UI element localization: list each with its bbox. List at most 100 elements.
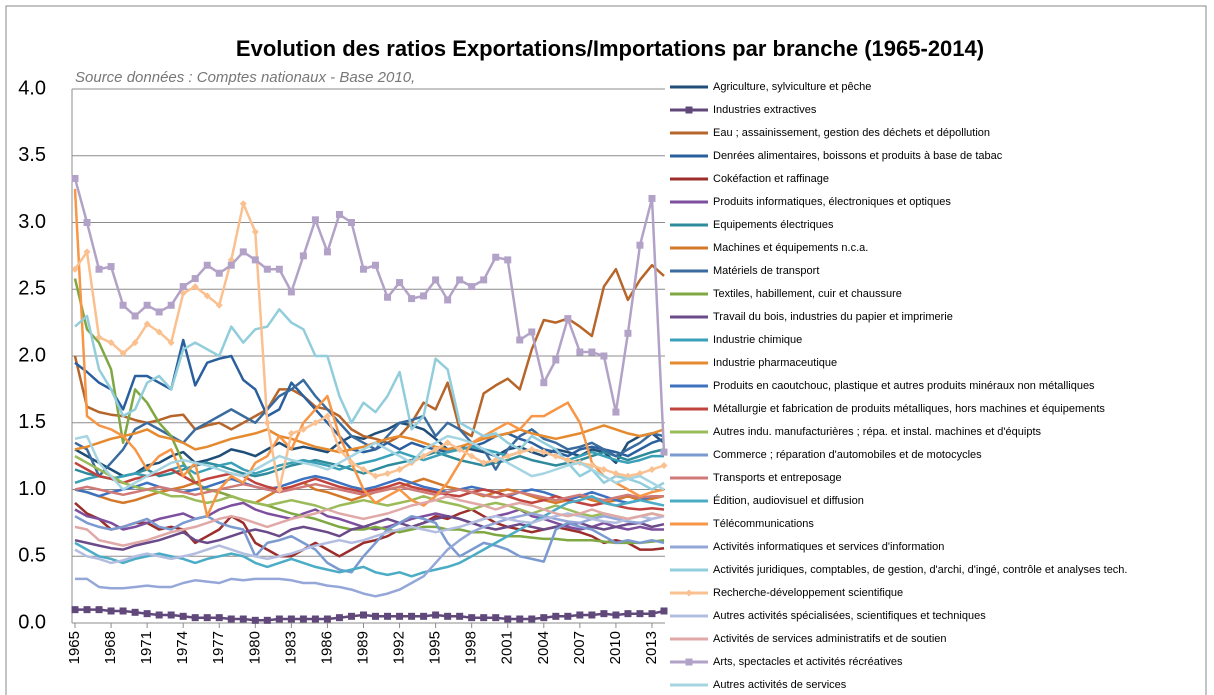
point-marker — [143, 301, 151, 309]
point-marker — [167, 301, 175, 309]
y-tick-label: 0.0 — [18, 611, 46, 633]
point-marker — [203, 292, 211, 300]
point-marker — [480, 276, 488, 284]
point-marker — [685, 658, 693, 666]
point-marker — [420, 452, 428, 460]
legend-label: Textiles, habillement, cuir et chaussure — [713, 288, 902, 300]
legend-label: Télécommunications — [713, 518, 814, 530]
point-marker — [299, 615, 307, 623]
x-tick-label: 1968 — [102, 631, 119, 664]
legend-label: Édition, audiovisuel et diffusion — [713, 494, 864, 507]
legend-label: Industrie pharmaceutique — [713, 357, 837, 369]
point-marker — [492, 614, 500, 622]
point-marker — [408, 295, 416, 303]
point-marker — [444, 439, 452, 447]
point-marker — [263, 419, 271, 427]
legend-label: Activités juridiques, comptables, de ges… — [713, 564, 1127, 576]
legend-label: Arts, spectacles et activités récréative… — [713, 656, 903, 668]
point-marker — [576, 611, 584, 619]
point-marker — [372, 472, 380, 480]
point-marker — [83, 248, 91, 256]
point-marker — [528, 445, 536, 453]
point-marker — [624, 329, 632, 337]
legend-label: Transports et entreposage — [713, 472, 842, 484]
point-marker — [323, 412, 331, 420]
point-marker — [480, 614, 488, 622]
point-marker — [492, 253, 500, 261]
point-marker — [552, 452, 560, 460]
x-tick-label: 1980 — [246, 631, 263, 664]
point-marker — [432, 611, 440, 619]
point-marker — [287, 429, 295, 437]
point-marker — [600, 352, 608, 360]
series-line — [75, 512, 665, 598]
point-marker — [660, 448, 668, 456]
legend-label: Autres indu. manufacturières ; répa. et … — [713, 426, 1041, 438]
point-marker — [648, 610, 656, 618]
point-marker — [432, 276, 440, 284]
point-marker — [323, 615, 331, 623]
point-marker — [420, 612, 428, 620]
x-tick-label: 1971 — [138, 631, 155, 664]
point-marker — [143, 610, 151, 618]
point-marker — [95, 333, 103, 341]
point-marker — [239, 615, 247, 623]
legend-label: Travail du bois, industries du papier et… — [713, 311, 953, 323]
point-marker — [359, 611, 367, 619]
point-marker — [275, 486, 283, 493]
series-line — [74, 514, 665, 574]
point-marker — [119, 301, 127, 309]
point-marker — [95, 265, 103, 273]
point-marker — [107, 339, 115, 347]
point-marker — [71, 265, 79, 273]
point-marker — [540, 614, 548, 622]
point-marker — [155, 328, 163, 336]
point-marker — [191, 275, 199, 283]
point-marker — [444, 296, 452, 304]
point-marker — [600, 610, 608, 618]
point-marker — [347, 612, 355, 620]
point-marker — [456, 612, 464, 620]
legend-label: Matériels de transport — [713, 265, 819, 277]
point-marker — [648, 194, 656, 202]
point-marker — [612, 469, 620, 477]
legend-label: Produits informatiques, électroniques et… — [713, 196, 951, 208]
point-marker — [552, 612, 560, 620]
point-marker — [588, 611, 596, 619]
point-marker — [396, 465, 404, 473]
point-marker — [359, 265, 367, 273]
point-marker — [71, 606, 79, 614]
point-marker — [347, 219, 355, 226]
series-line — [74, 494, 665, 578]
point-marker — [155, 611, 163, 619]
x-tick-label: 1986 — [318, 631, 335, 664]
x-tick-label: 1995 — [427, 631, 444, 664]
legend-label: Métallurgie et fabrication de produits m… — [713, 403, 1105, 415]
point-marker — [287, 288, 295, 296]
point-marker — [167, 339, 175, 347]
point-marker — [335, 445, 343, 453]
legend-label: Commerce ; réparation d'automobiles et d… — [713, 449, 982, 461]
point-marker — [131, 312, 139, 320]
series-line — [74, 434, 665, 491]
x-tick-label: 1983 — [282, 631, 299, 664]
series-line — [74, 494, 665, 547]
x-tick-label: 1974 — [174, 631, 191, 664]
point-marker — [528, 615, 536, 623]
series-line — [73, 189, 665, 518]
point-marker — [179, 283, 187, 291]
point-marker — [468, 614, 476, 622]
y-tick-label: 0.5 — [18, 545, 46, 567]
point-marker — [504, 615, 512, 623]
chart-title: Evolution des ratios Exportations/Import… — [236, 36, 984, 61]
point-marker — [468, 452, 476, 460]
point-marker — [323, 248, 331, 256]
point-marker — [167, 611, 175, 619]
point-marker — [576, 348, 584, 356]
y-tick-label: 1.5 — [18, 411, 46, 433]
point-marker — [444, 612, 452, 620]
point-marker — [564, 456, 572, 464]
point-marker — [612, 408, 620, 416]
point-marker — [251, 228, 259, 236]
point-marker — [191, 283, 199, 291]
